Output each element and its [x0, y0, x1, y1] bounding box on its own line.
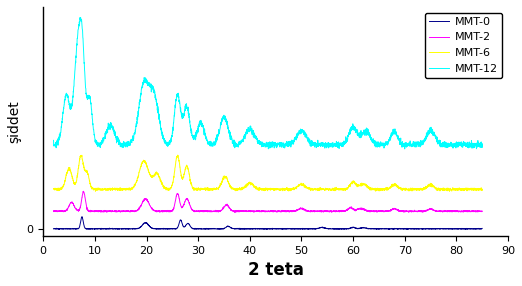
MMT-2 [125, 209, 131, 213]
MMT-12 [215, 135, 221, 138]
MMT-12 [479, 145, 485, 149]
Legend: MMT-0, MMT-2, MMT-6, MMT-12: MMT-0, MMT-2, MMT-6, MMT-12 [425, 13, 503, 78]
MMT-2 [232, 211, 238, 214]
X-axis label: 2 teta: 2 teta [247, 261, 304, 279]
MMT-0 [425, 227, 431, 231]
MMT-2 [51, 209, 57, 213]
MMT-2 [479, 209, 485, 213]
MMT-12 [125, 144, 131, 148]
Line: MMT-0: MMT-0 [54, 217, 482, 229]
MMT-6 [99, 187, 105, 190]
MMT-6 [479, 188, 485, 192]
MMT-2 [471, 209, 477, 212]
MMT-12 [51, 139, 57, 142]
MMT-0 [125, 228, 131, 231]
MMT-12 [233, 143, 240, 146]
MMT-6 [215, 187, 221, 191]
MMT-12 [471, 145, 477, 148]
MMT-0 [51, 227, 57, 231]
MMT-2 [234, 209, 240, 213]
MMT-0 [79, 215, 85, 219]
MMT-12 [77, 16, 83, 19]
MMT-2 [425, 208, 431, 211]
MMT-12 [401, 147, 408, 151]
MMT-6 [471, 186, 477, 190]
MMT-2 [80, 190, 87, 193]
Line: MMT-2: MMT-2 [54, 191, 482, 212]
MMT-6 [125, 188, 131, 191]
MMT-6 [51, 187, 57, 190]
MMT-6 [446, 190, 453, 193]
MMT-12 [99, 138, 105, 142]
MMT-2 [99, 210, 105, 213]
MMT-0 [99, 227, 105, 230]
MMT-6 [424, 184, 431, 188]
MMT-0 [471, 227, 477, 231]
MMT-12 [425, 132, 431, 136]
Y-axis label: şiddet: şiddet [7, 100, 21, 143]
MMT-0 [233, 227, 240, 231]
Line: MMT-12: MMT-12 [54, 17, 482, 149]
MMT-6 [174, 154, 181, 157]
MMT-6 [233, 188, 240, 191]
MMT-0 [479, 227, 485, 230]
Line: MMT-6: MMT-6 [54, 155, 482, 191]
MMT-0 [215, 227, 221, 231]
MMT-0 [279, 228, 286, 231]
MMT-2 [215, 210, 221, 213]
